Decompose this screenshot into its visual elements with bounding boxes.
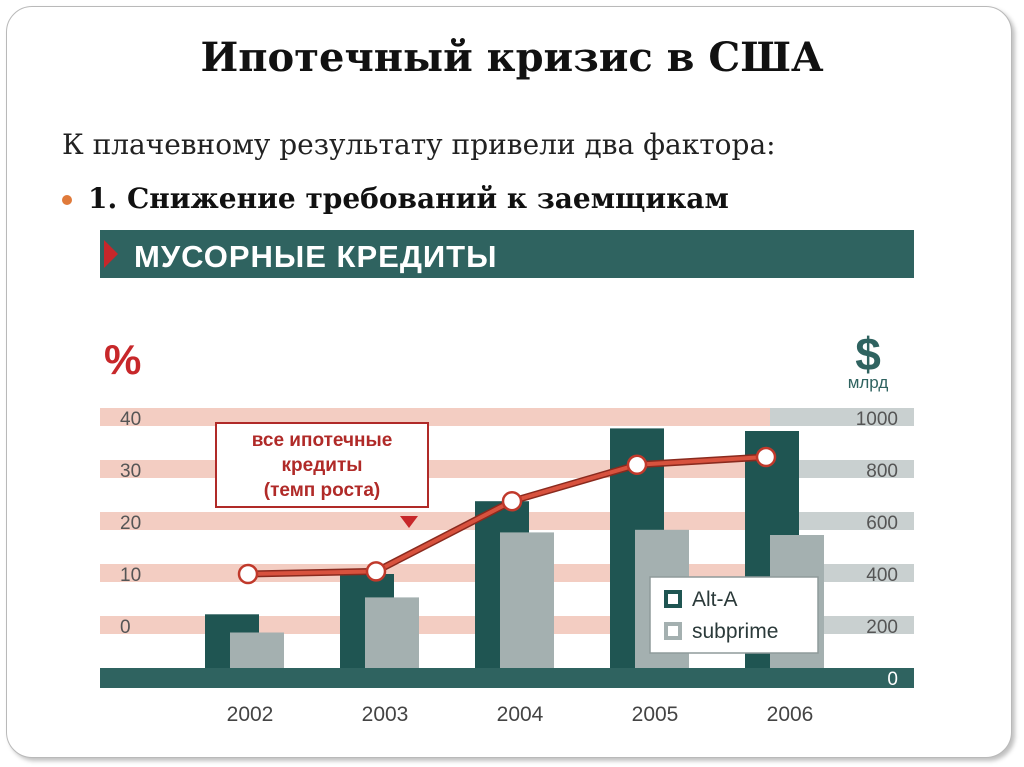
growth-point-2003: [365, 561, 387, 582]
x-tick-2005: 2005: [632, 703, 679, 726]
growth-point-2002: [237, 563, 259, 585]
chart: МУСОРНЫЕ КРЕДИТЫ % $ млрд 40 30 20 10 0 1000…: [100, 230, 914, 726]
callout-pointer-icon: [400, 516, 418, 528]
y-right-tick: 600: [866, 513, 898, 534]
grid-band: [100, 616, 770, 634]
grid-band: [770, 460, 914, 478]
chart-base-strip: [100, 668, 914, 688]
grid-band: [100, 564, 770, 582]
y-right-tick: 1000: [856, 409, 898, 430]
legend-label-subprime: subprime: [692, 620, 778, 643]
chart-banner: [100, 230, 914, 278]
grid-band: [770, 408, 914, 426]
y-left-tick: 0: [120, 617, 131, 638]
y-right-tick: 200: [866, 617, 898, 638]
y-right-symbol: $: [855, 328, 881, 380]
y-right-tick: 0: [887, 669, 898, 690]
grid-band: [770, 512, 914, 530]
callout-box: все ипотечные кредиты (темп роста): [215, 422, 429, 528]
bullet-text: 1. Снижение требований к заемщикам: [88, 182, 729, 215]
bullet-item: 1. Снижение требований к заемщикам: [62, 182, 729, 215]
bar-subprime-2003: [365, 597, 419, 678]
legend-swatch-subprime: [664, 622, 682, 640]
callout-line-2: кредиты: [282, 455, 363, 476]
legend: Alt-A subprime: [649, 576, 819, 654]
grid-band: [100, 408, 770, 426]
y-left-tick: 10: [120, 565, 141, 586]
growth-point-2004: [501, 490, 523, 512]
slide-title: Ипотечный кризис в США: [200, 34, 824, 81]
chart-title: МУСОРНЫЕ КРЕДИТЫ: [134, 239, 497, 274]
x-tick-2003: 2003: [362, 703, 409, 726]
grid-band: [100, 512, 770, 530]
y-left-tick: 40: [120, 409, 141, 430]
bullet-dot-icon: [62, 194, 72, 205]
legend-label-alt-a: Alt-A: [692, 588, 738, 611]
callout-line-1: все ипотечные: [252, 430, 393, 451]
y-left-label: %: [104, 336, 141, 383]
y-right-tick: 800: [866, 461, 898, 482]
growth-point-2005: [626, 454, 648, 476]
y-right-tick: 400: [866, 565, 898, 586]
x-tick-2004: 2004: [497, 703, 544, 726]
bar-subprime-2004: [500, 532, 554, 678]
x-tick-2002: 2002: [227, 703, 274, 726]
slide-subtitle: К плачевному результату привели два факт…: [62, 128, 776, 161]
callout-line-3: (темп роста): [264, 480, 381, 501]
x-tick-2006: 2006: [767, 703, 814, 726]
growth-point-2006: [755, 446, 777, 468]
legend-swatch-alt-a: [664, 590, 682, 608]
banner-arrow-icon: [104, 240, 118, 268]
y-left-tick: 20: [120, 513, 141, 534]
y-right-unit: млрд: [848, 373, 889, 392]
y-left-tick: 30: [120, 461, 141, 482]
